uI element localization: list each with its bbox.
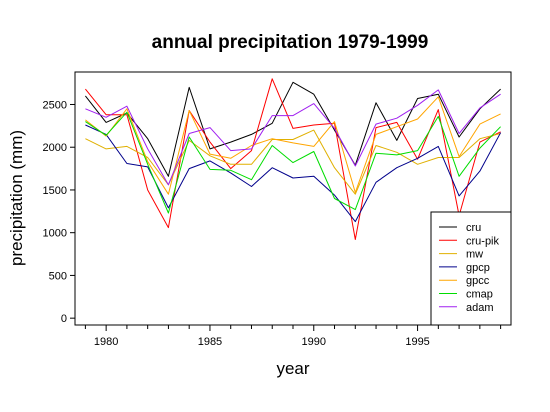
legend-label-cru: cru (466, 222, 481, 234)
legend-label-gpcp: gpcp (466, 262, 490, 274)
y-tick-label: 1500 (43, 185, 67, 197)
legend-label-gpcc: gpcc (466, 275, 490, 287)
legend-label-adam: adam (466, 302, 494, 314)
series-line-cmap (85, 111, 501, 214)
series-line-mw (85, 129, 501, 195)
y-tick-label: 2500 (43, 99, 67, 111)
x-axis: 1980 1985 1990 1995 (84, 325, 502, 348)
legend-label-cmap: cmap (466, 289, 493, 301)
y-axis: 0 500 1000 1500 2000 2500 (43, 99, 75, 325)
legend-label-mw: mw (466, 249, 483, 261)
series-line-gpcc (85, 96, 501, 195)
x-tick-label: 1985 (198, 336, 222, 348)
series-layer (85, 78, 502, 240)
y-tick-label: 500 (49, 270, 67, 282)
series-line-adam (85, 89, 501, 186)
x-axis-label: year (276, 359, 309, 378)
series-line-cru-pik (85, 78, 501, 240)
x-tick-label: 1990 (302, 336, 326, 348)
chart-title: annual precipitation 1979-1999 (152, 32, 429, 53)
legend-box (430, 211, 512, 326)
y-tick-label: 1000 (43, 228, 67, 240)
y-tick-label: 2000 (43, 142, 67, 154)
x-tick-label: 1995 (405, 336, 429, 348)
x-tick-label: 1980 (94, 336, 118, 348)
y-tick-label: 0 (61, 313, 67, 325)
legend-label-cru-pik: cru-pik (466, 235, 500, 247)
y-axis-label: precipitation (mm) (7, 130, 26, 266)
